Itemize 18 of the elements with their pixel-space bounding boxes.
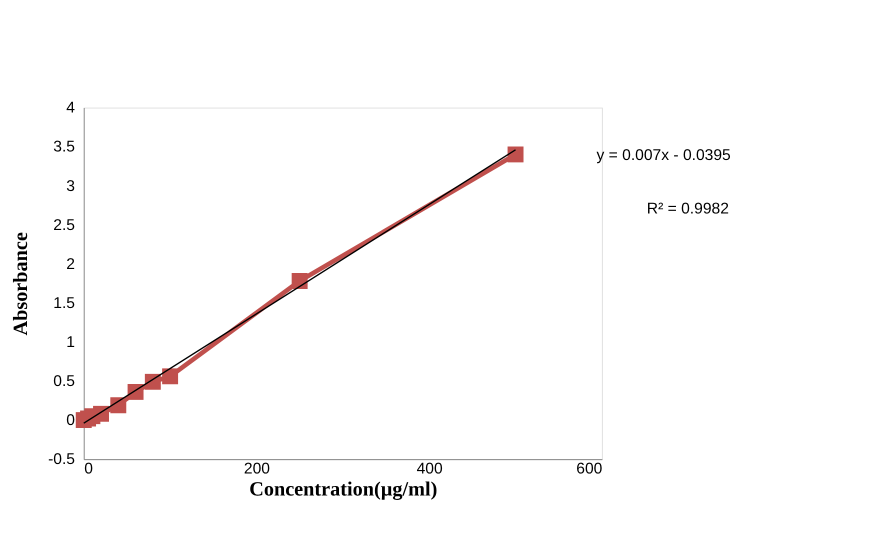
y-tick-label: 3 — [66, 178, 76, 195]
y-tick-label: 1.5 — [53, 294, 76, 312]
y-tick-label: 2 — [66, 256, 76, 273]
y-tick-label: 0 — [66, 412, 76, 430]
y-tick-label: 0.5 — [53, 373, 76, 390]
x-axis-title: Concentration(µg/ml) — [249, 478, 438, 501]
y-tick-label: -0.5 — [48, 451, 76, 468]
y-tick-label: 2.5 — [53, 216, 76, 234]
y-tick-label: 4 — [66, 100, 76, 117]
x-tick-label: 400 — [416, 460, 443, 478]
text: R² = 0.9982 — [646, 200, 729, 218]
annotation: y = 0.007x - 0.0395 — [596, 147, 732, 164]
x-tick-label: 600 — [576, 460, 603, 478]
y-tick-label: 1 — [66, 334, 76, 352]
x-tick-label: 0 — [84, 460, 94, 478]
y-axis-title: Absorbance — [10, 232, 32, 336]
y-tick-label: 3.5 — [53, 138, 76, 156]
x-tick-label: 200 — [244, 460, 270, 478]
